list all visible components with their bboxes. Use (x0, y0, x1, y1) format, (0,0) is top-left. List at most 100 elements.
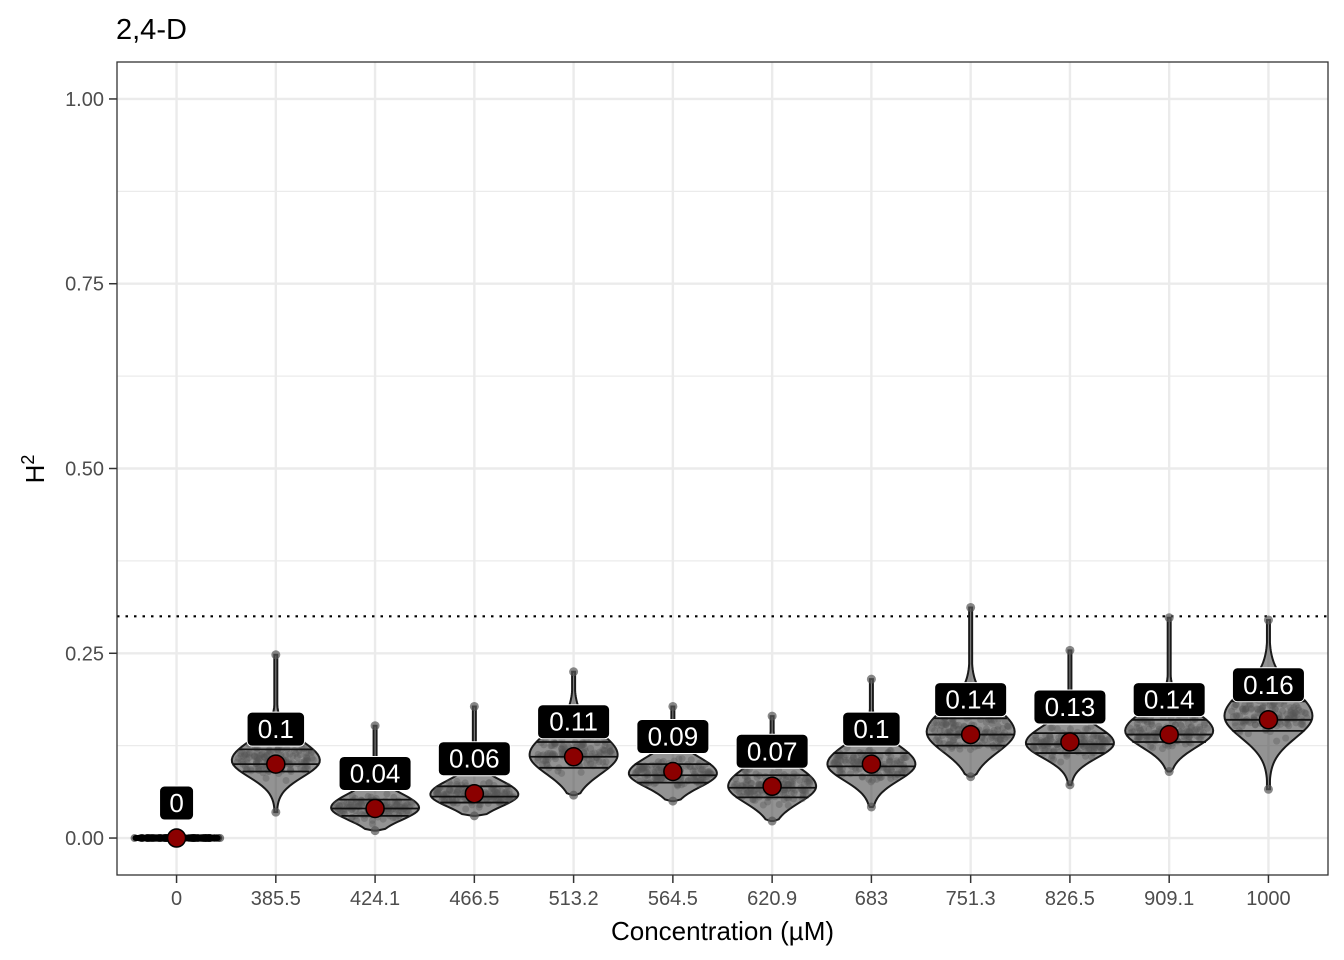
data-point (263, 752, 271, 760)
x-tick-label: 620.9 (747, 888, 797, 910)
data-point (203, 834, 212, 843)
data-point (343, 799, 351, 807)
data-point (705, 768, 713, 776)
data-point (1144, 719, 1152, 727)
data-point (903, 766, 911, 774)
data-point (455, 786, 463, 794)
data-point (854, 758, 862, 766)
data-point (379, 815, 387, 823)
data-point (940, 720, 948, 728)
data-point-max (271, 650, 281, 660)
data-point (638, 764, 646, 772)
data-point (606, 743, 614, 751)
y-axis-title-base: H (20, 465, 50, 484)
data-point (1032, 734, 1040, 742)
data-point (849, 754, 857, 762)
data-point-max (1065, 645, 1075, 655)
data-point (1269, 701, 1277, 709)
data-point (885, 758, 893, 766)
data-point (352, 816, 360, 824)
data-point (901, 754, 909, 762)
data-point (883, 765, 891, 773)
data-point-max (767, 711, 777, 721)
data-point (698, 766, 706, 774)
mean-label-box (735, 733, 809, 769)
data-point (1241, 706, 1249, 714)
y-tick-label: 0.75 (65, 274, 104, 296)
data-point (558, 769, 566, 777)
data-point (606, 749, 614, 757)
data-point (250, 753, 258, 761)
data-point (585, 756, 593, 764)
data-point (674, 782, 682, 790)
data-point (932, 736, 940, 744)
data-point (886, 756, 894, 764)
data-point-min (668, 796, 678, 806)
data-point (254, 757, 262, 765)
data-point (699, 775, 707, 783)
data-point (136, 834, 145, 843)
data-point (308, 754, 316, 762)
data-point (932, 719, 940, 727)
data-point (261, 754, 269, 762)
data-point (659, 757, 667, 765)
mean-label-box (1231, 667, 1305, 703)
data-point (263, 752, 271, 760)
x-axis-title: Concentration (µM) (611, 916, 834, 946)
data-point (949, 719, 957, 727)
data-point (1232, 701, 1240, 709)
data-point (928, 725, 936, 733)
data-point (780, 780, 788, 788)
data-point (653, 764, 661, 772)
data-point (657, 766, 665, 774)
data-point (1271, 705, 1279, 713)
data-point (1005, 723, 1013, 731)
data-point (602, 758, 610, 766)
data-point (245, 750, 253, 758)
data-point (994, 722, 1002, 730)
mean-label: 0.1 (258, 714, 294, 744)
data-point (558, 746, 566, 754)
data-point (240, 750, 248, 758)
data-point (454, 788, 462, 796)
data-point (246, 749, 254, 757)
data-point (1287, 708, 1295, 716)
data-point (936, 727, 944, 735)
data-point (1266, 701, 1274, 709)
data-point (258, 751, 266, 759)
data-point (658, 775, 666, 783)
data-point (834, 758, 842, 766)
data-point (1090, 744, 1098, 752)
data-point (432, 790, 440, 798)
data-point (557, 745, 565, 753)
data-point (606, 742, 614, 750)
data-point (697, 765, 705, 773)
data-point (638, 765, 646, 773)
data-point (1241, 701, 1249, 709)
data-point (501, 788, 509, 796)
data-point (1078, 733, 1086, 741)
data-point (699, 765, 707, 773)
data-point (1048, 724, 1056, 732)
data-point (587, 745, 595, 753)
data-point (1191, 728, 1199, 736)
data-point (265, 750, 273, 758)
data-point (1289, 710, 1297, 718)
data-point (1128, 728, 1136, 736)
y-tick-label: 0.00 (65, 828, 104, 850)
data-point (690, 775, 698, 783)
data-point (1250, 713, 1258, 721)
data-point (304, 757, 312, 765)
data-point (251, 752, 259, 760)
data-point (391, 799, 399, 807)
data-point (578, 742, 586, 750)
data-point (1147, 720, 1155, 728)
mean-point (960, 724, 981, 745)
data-point (902, 753, 910, 761)
data-point (788, 780, 796, 788)
data-point (1104, 736, 1112, 744)
data-point (289, 752, 297, 760)
violin-1000 (1223, 615, 1314, 794)
data-point (1003, 722, 1011, 730)
mean-label: 0.09 (648, 722, 699, 752)
